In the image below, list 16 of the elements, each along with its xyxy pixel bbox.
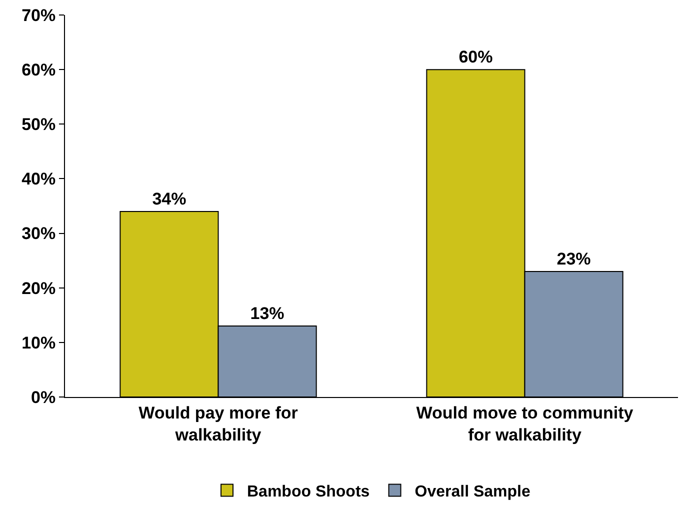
- data-label: 23%: [556, 249, 591, 268]
- y-tick-label: 60%: [22, 60, 56, 80]
- y-tick-label: 50%: [22, 115, 56, 134]
- y-tick-label: 30%: [22, 224, 56, 244]
- data-label: 34%: [152, 189, 186, 208]
- data-label: 13%: [250, 304, 284, 324]
- x-tick-label: Would pay more for walkability: [138, 403, 298, 444]
- legend-label: Overall Sample: [414, 484, 530, 501]
- legend-label: Bamboo Shoots: [247, 484, 370, 501]
- y-tick-label: 40%: [22, 170, 56, 189]
- y-tick-label: 0%: [31, 388, 56, 407]
- data-label: 60%: [458, 48, 493, 67]
- y-tick-label: 10%: [22, 333, 56, 352]
- x-tick-label: Would move to community for walkability: [416, 403, 634, 444]
- y-tick-label: 70%: [22, 6, 56, 25]
- y-tick-label: 20%: [22, 278, 56, 298]
